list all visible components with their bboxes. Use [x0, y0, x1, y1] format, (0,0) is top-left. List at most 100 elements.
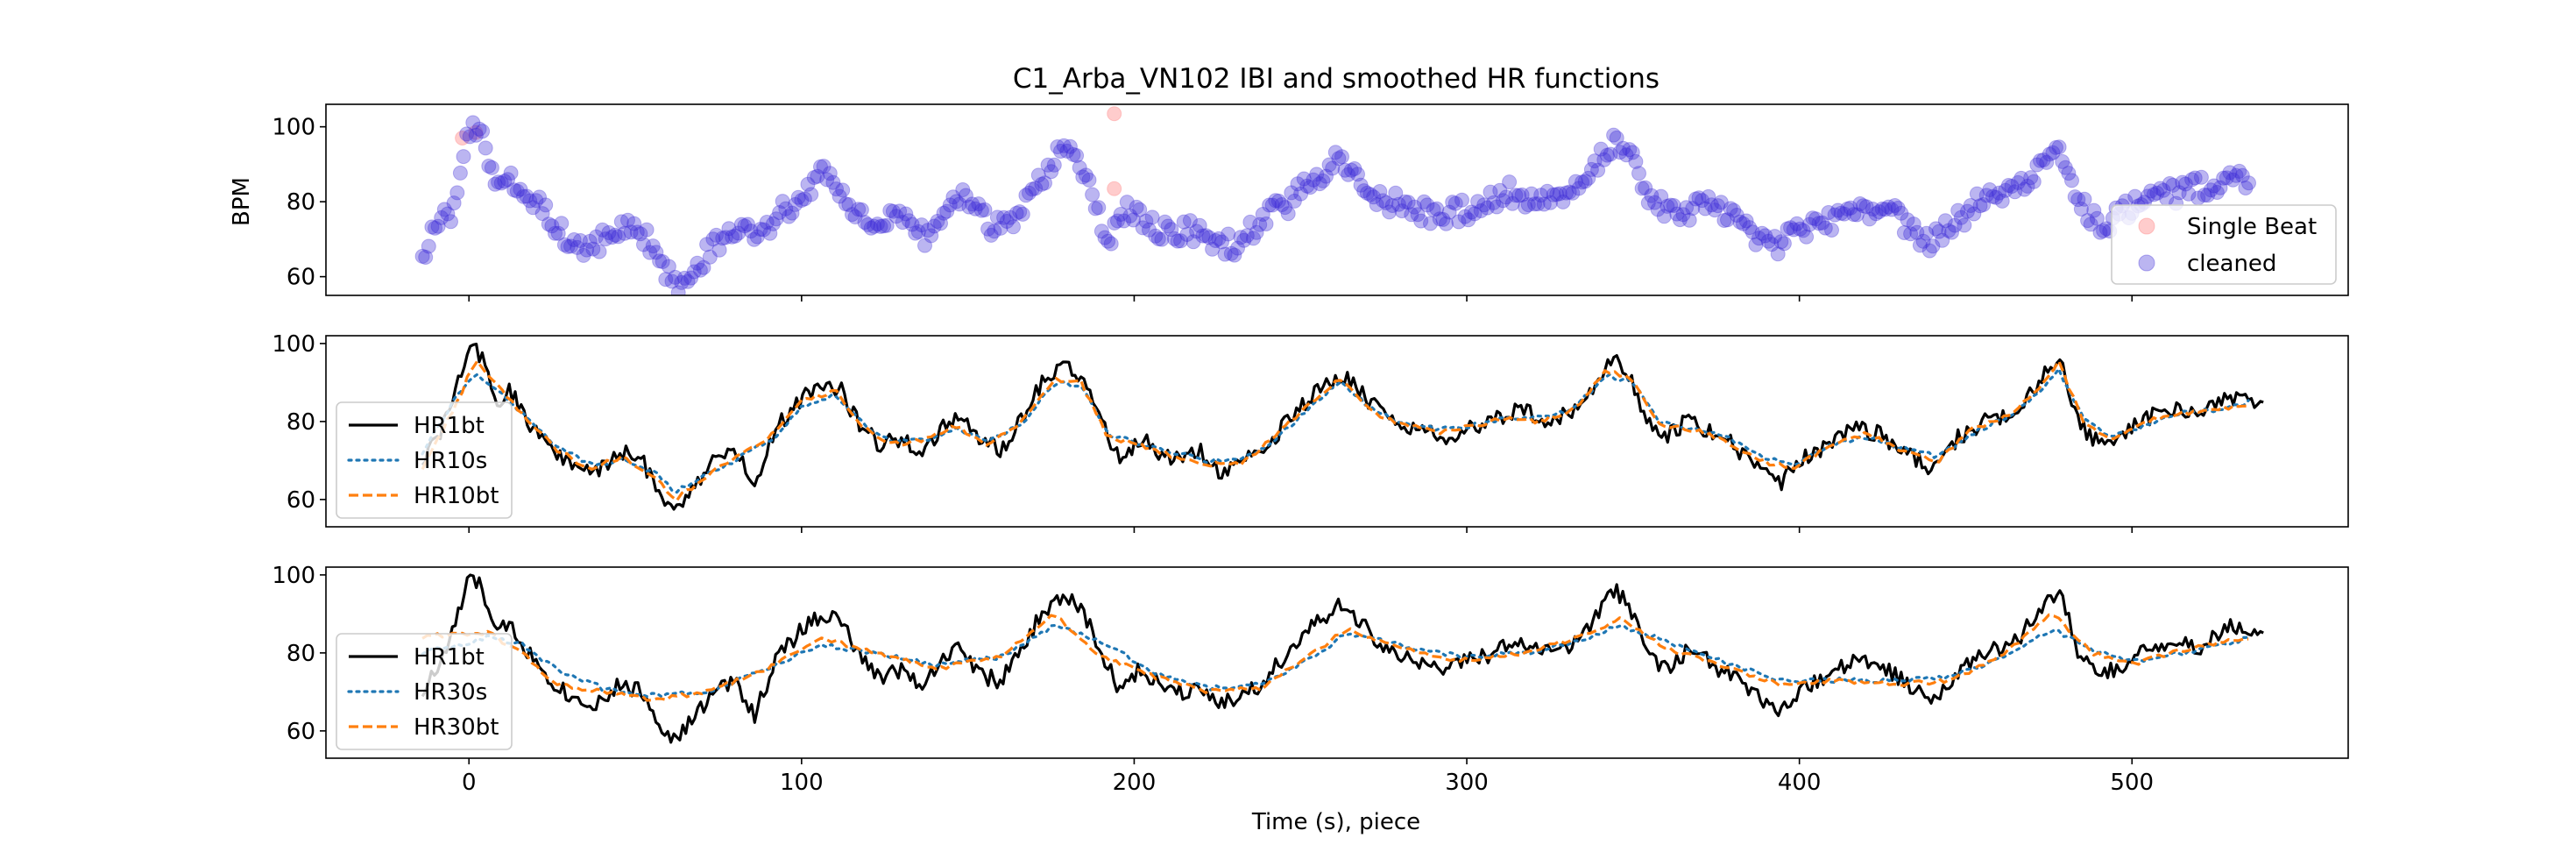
data-point: [1824, 223, 1839, 238]
data-point: [1486, 195, 1502, 210]
data-point: [1675, 207, 1691, 223]
data-point: [639, 222, 655, 238]
data-point: [1616, 140, 1631, 156]
data-point: [1441, 204, 1457, 220]
data-point: [588, 229, 604, 245]
series-Single Beat: [455, 106, 1122, 196]
data-point: [980, 221, 996, 237]
data-point: [851, 202, 867, 217]
data-point: [1400, 195, 1416, 210]
data-point: [747, 231, 762, 247]
data-point: [2057, 160, 2073, 175]
data-point: [623, 224, 639, 240]
data-point: [989, 209, 1005, 225]
legend-frame: [336, 633, 513, 750]
data-point: [692, 262, 708, 278]
data-point: [1359, 185, 1375, 201]
data-point: [2073, 202, 2089, 217]
data-point: [1792, 221, 1808, 237]
data-point: [1489, 199, 1504, 215]
data-point: [1858, 199, 1874, 215]
data-point: [1978, 188, 1994, 203]
data-point: [1461, 212, 1476, 228]
data-point: [1969, 186, 1985, 202]
y-tick-label: 100: [272, 563, 315, 589]
data-point: [1947, 217, 1963, 233]
data-point: [1135, 220, 1150, 236]
data-point: [509, 183, 525, 199]
series-HR1bt: [421, 573, 2264, 744]
data-point: [525, 200, 541, 216]
data-point: [1672, 212, 1688, 228]
legend-label: HR30bt: [414, 714, 499, 741]
data-point: [1758, 228, 1773, 244]
panel-bottom: 60 80 100 0 100 200 300 400 500 HR1bt HR30s HR30bt: [272, 563, 2349, 796]
data-point: [1391, 196, 1406, 212]
data-point: [601, 225, 617, 240]
data-point: [873, 218, 888, 234]
data-point: [892, 203, 908, 219]
data-point: [1941, 223, 1957, 238]
data-point: [977, 202, 993, 217]
data-point: [2029, 157, 2045, 173]
data-point: [519, 188, 534, 204]
data-point: [999, 214, 1015, 229]
data-point: [1189, 224, 1205, 239]
data-point: [1752, 231, 1766, 246]
data-point: [1701, 188, 1716, 204]
x-tick-label: 0: [462, 770, 477, 796]
legend-frame: [336, 401, 513, 519]
data-point: [456, 149, 471, 165]
data-point: [506, 182, 522, 198]
data-point: [1321, 157, 1337, 173]
data-point: [1413, 213, 1429, 229]
data-point: [768, 211, 784, 227]
data-point: [1353, 177, 1369, 193]
data-point: [933, 216, 948, 231]
data-point: [2181, 186, 2197, 202]
data-point: [1518, 199, 1533, 215]
data-point: [2149, 185, 2165, 201]
data-point: [1002, 209, 1018, 225]
data-point: [605, 230, 619, 245]
data-point: [1093, 224, 1109, 239]
series-line: [421, 342, 2264, 511]
data-point: [1953, 209, 1969, 225]
data-point: [1211, 231, 1227, 246]
data-point: [1445, 195, 1461, 210]
data-point: [1382, 204, 1398, 220]
data-point: [1050, 139, 1065, 154]
data-point: [1470, 194, 1486, 209]
data-point: [582, 233, 598, 249]
data-point: [1429, 201, 1445, 217]
data-point: [1207, 233, 1223, 248]
data-point: [952, 196, 967, 212]
data-point: [1495, 193, 1511, 209]
data-point: [633, 226, 648, 242]
data-point: [1290, 176, 1306, 192]
data-point: [1944, 224, 1959, 240]
data-point: [1896, 225, 1912, 240]
data-point: [2153, 181, 2168, 196]
data-point: [1603, 146, 1618, 162]
data-point: [930, 214, 945, 229]
data-point: [1805, 210, 1821, 226]
data-point: [1830, 202, 1846, 218]
data-point: [1880, 199, 1896, 215]
data-point: [1840, 201, 1855, 217]
data-point: [965, 196, 980, 212]
data-point: [1325, 160, 1341, 176]
data-point: [493, 175, 509, 191]
data-point: [664, 273, 680, 289]
data-point: [1160, 218, 1176, 234]
data-point: [1394, 203, 1410, 219]
data-point: [1849, 207, 1865, 223]
data-point: [428, 220, 442, 236]
data-point: [1284, 185, 1299, 201]
data-point: [1170, 233, 1185, 249]
data-point: [816, 159, 832, 174]
data-point: [1113, 207, 1129, 222]
data-point: [1286, 193, 1302, 209]
data-point: [1034, 176, 1050, 192]
data-point: [1872, 204, 1887, 220]
